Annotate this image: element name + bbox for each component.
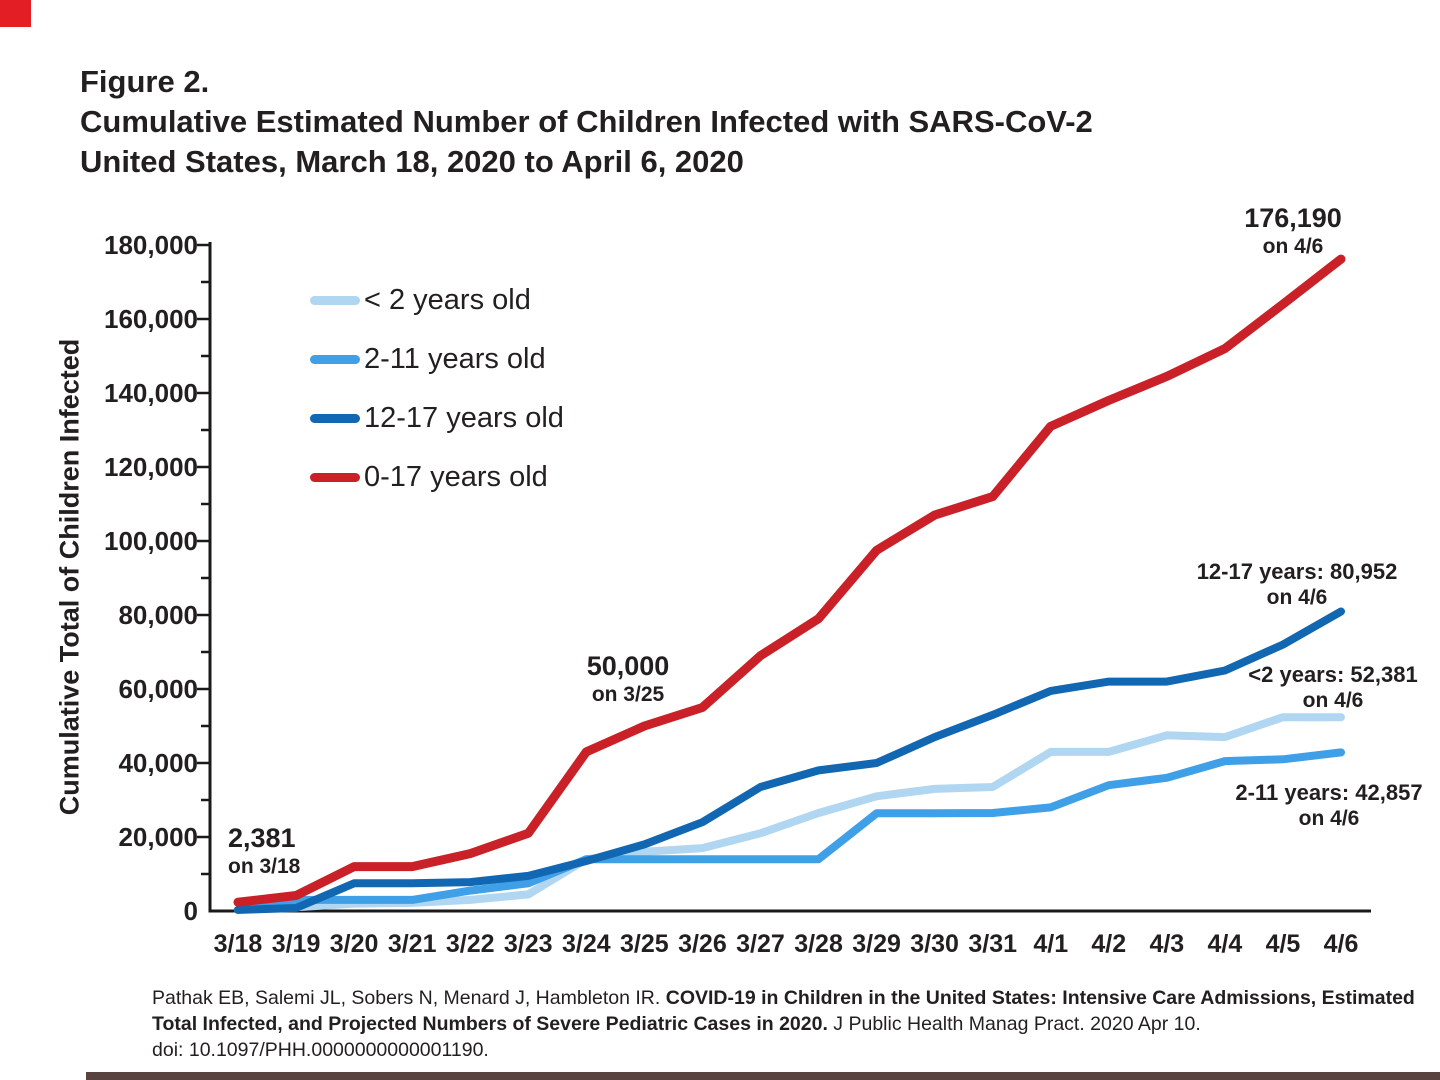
x-axis-tick-label: 3/25	[620, 930, 669, 958]
figure-title-line2: United States, March 18, 2020 to April 6…	[80, 144, 744, 179]
legend-item-12-17: 12-17 years old	[310, 389, 564, 448]
citation-journal: J Public Health Manag Pract. 2020 Apr 10…	[827, 1013, 1201, 1035]
x-axis-tick-label: 4/1	[1033, 930, 1068, 958]
citation-line1: Pathak EB, Salemi JL, Sobers N, Menard J…	[152, 985, 1415, 1011]
axis-lines	[208, 242, 1371, 913]
legend-label: 0-17 years old	[364, 461, 548, 493]
annotation-infants-final-date: on 4/6	[1302, 689, 1364, 712]
annotation-teens-final-value: 12-17 years: 80,952	[1196, 559, 1398, 584]
title-block: Figure 2. Cumulative Estimated Number of…	[80, 62, 1093, 182]
annotation-children-final-date: on 4/6	[1298, 807, 1360, 830]
x-axis-tick-label: 3/31	[968, 930, 1017, 958]
series-line-2-11	[234, 748, 1345, 914]
legend-label: 2-11 years old	[364, 343, 546, 375]
x-axis-tick-label: 3/30	[910, 930, 959, 958]
annotation-start: 2,381 on 3/18	[228, 822, 300, 879]
annotation-total-final-date: on 4/6	[1262, 235, 1324, 258]
series-line-0-17	[233, 254, 1346, 907]
x-axis-tick-label: 3/27	[736, 930, 785, 958]
bottom-banner-strip	[86, 1072, 1440, 1080]
legend-label: 12-17 years old	[364, 402, 564, 434]
annotation-teens-final-date: on 4/6	[1266, 586, 1328, 609]
y-axis-tick-label: 140,000	[104, 378, 198, 408]
x-axis-tick-label: 3/19	[272, 930, 321, 958]
legend-swatch-12-17	[310, 414, 360, 423]
legend-label: < 2 years old	[364, 284, 531, 316]
annotation-children-final-value: 2-11 years: 42,857	[1235, 780, 1423, 805]
x-axis-tick-label: 3/18	[214, 930, 263, 958]
annotation-start-date: on 3/18	[228, 855, 301, 878]
annotation-total-final: 176,190 on 4/6	[1244, 202, 1342, 259]
legend-item-0-17: 0-17 years old	[310, 448, 564, 507]
x-axis-tick-label: 3/24	[562, 930, 611, 958]
figure-title-line1: Cumulative Estimated Number of Children …	[80, 104, 1093, 139]
y-axis-tick-label: 40,000	[118, 748, 198, 778]
x-axis-tick-label: 4/5	[1266, 930, 1301, 958]
y-axis-tick-label: 180,000	[104, 230, 198, 260]
annotation-infants-final: <2 years: 52,381 on 4/6	[1248, 662, 1417, 713]
y-axis-tick-label: 160,000	[104, 304, 198, 334]
citation: Pathak EB, Salemi JL, Sobers N, Menard J…	[152, 985, 1415, 1063]
x-axis-tick-label: 3/29	[852, 930, 901, 958]
top-left-red-strip	[0, 0, 31, 27]
legend-swatch-under-2	[310, 296, 360, 305]
annotation-mid: 50,000 on 3/25	[587, 650, 670, 707]
legend-swatch-2-11	[310, 355, 360, 364]
y-axis-tick-label: 20,000	[118, 822, 198, 852]
x-axis-tick-label: 4/6	[1324, 930, 1359, 958]
x-axis-tick-label: 3/28	[794, 930, 843, 958]
x-axis-tick-label: 3/20	[330, 930, 379, 958]
x-axis-tick-label: 3/21	[388, 930, 437, 958]
y-axis-tick-label: 60,000	[118, 674, 198, 704]
annotation-mid-date: on 3/25	[591, 683, 665, 706]
y-axis-tick-label: 100,000	[104, 526, 198, 556]
annotation-infants-final-value: <2 years: 52,381	[1248, 662, 1418, 687]
y-axis-tick-label: 0	[184, 896, 198, 926]
series-line-12-17	[234, 607, 1345, 914]
legend-item-2-11: 2-11 years old	[310, 330, 564, 389]
x-axis-tick-label: 4/3	[1149, 930, 1184, 958]
citation-doi: doi: 10.1097/PHH.0000000000001190.	[152, 1039, 489, 1061]
legend: < 2 years old 2-11 years old 12-17 years o…	[310, 271, 564, 507]
annotation-teens-final: 12-17 years: 80,952 on 4/6	[1197, 559, 1398, 610]
x-axis-tick-label: 4/2	[1091, 930, 1126, 958]
citation-title-part1: COVID-19 in Children in the United State…	[665, 987, 1415, 1009]
annotation-start-value: 2,381	[228, 823, 296, 853]
y-axis-tick-label: 120,000	[104, 452, 198, 482]
citation-line2: Total Infected, and Projected Numbers of…	[152, 1011, 1415, 1037]
x-axis-tick-label: 3/26	[678, 930, 727, 958]
x-axis-tick-label: 3/22	[446, 930, 495, 958]
annotation-children-final: 2-11 years: 42,857 on 4/6	[1235, 780, 1422, 831]
y-axis-tick-label: 80,000	[118, 600, 198, 630]
annotation-mid-value: 50,000	[586, 651, 670, 681]
x-axis-tick-label: 4/4	[1208, 930, 1243, 958]
figure-label: Figure 2.	[80, 64, 210, 99]
x-axis-tick-label: 3/23	[504, 930, 553, 958]
legend-item-under-2: < 2 years old	[310, 271, 564, 330]
legend-swatch-0-17	[310, 473, 360, 482]
citation-authors: Pathak EB, Salemi JL, Sobers N, Menard J…	[152, 987, 666, 1009]
annotation-total-final-value: 176,190	[1244, 203, 1342, 233]
citation-title-part2: Total Infected, and Projected Numbers of…	[152, 1013, 828, 1035]
